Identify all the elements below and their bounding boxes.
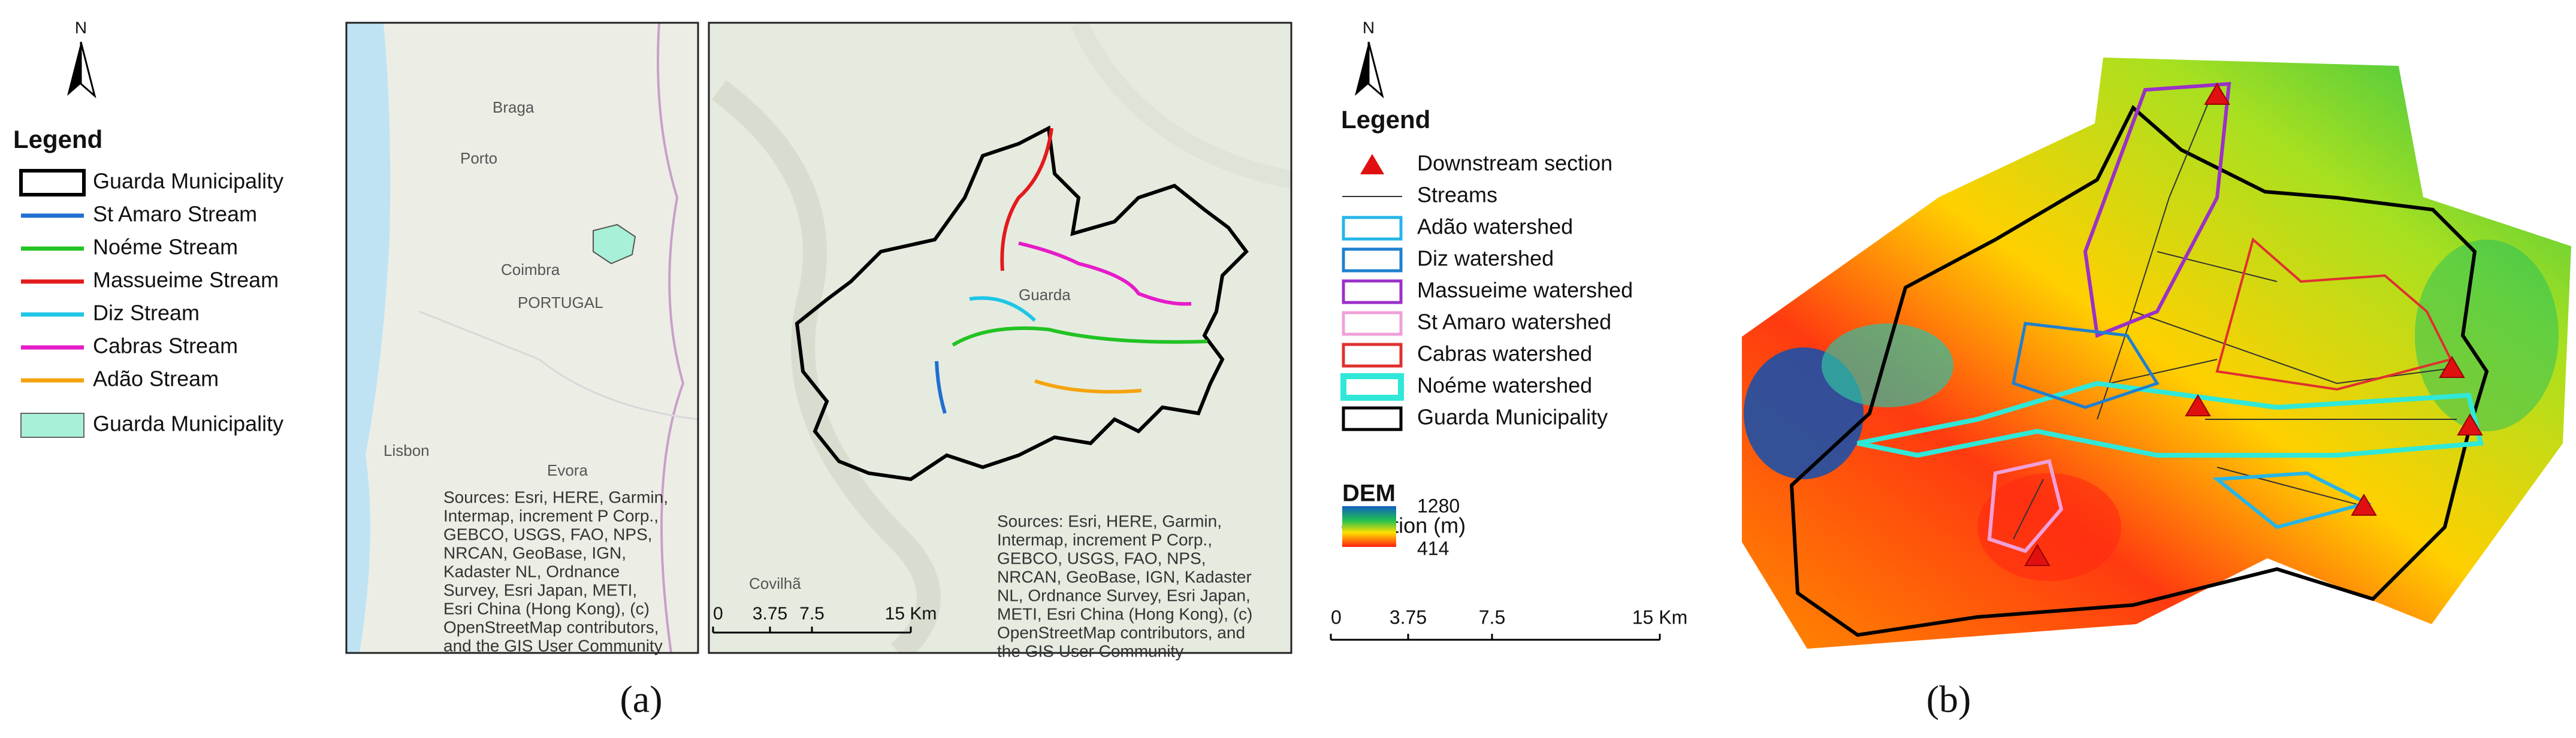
legend-label: Guarda Municipality (93, 169, 283, 193)
attribution: NL, Ordnance Survey, Esri Japan, (997, 586, 1251, 604)
legend-swatch (1342, 216, 1403, 241)
legend-swatch (1360, 154, 1384, 174)
legend-label: St Amaro Stream (93, 202, 257, 226)
legend-title: Legend (13, 125, 102, 153)
place-label: Guarda (1019, 286, 1071, 304)
attribution: Sources: Esri, HERE, Garmin, (997, 512, 1222, 530)
legend-title: Legend (1341, 105, 1430, 134)
legend-label: Guarda Municipality (93, 412, 283, 436)
legend-swatch (1342, 406, 1403, 431)
attribution: NRCAN, GeoBase, IGN, Kadaster (997, 567, 1252, 586)
scale-label: 7.5 (1479, 606, 1505, 628)
attribution: and the GIS User Community (443, 636, 663, 655)
place-label: Braga (493, 98, 534, 116)
legend-label: Streams (1417, 183, 1497, 207)
attribution: NRCAN, GeoBase, IGN, (443, 543, 626, 562)
scale-label: 0 (1331, 606, 1342, 628)
dem-min: 414 (1417, 537, 1449, 559)
map-frame (708, 22, 1292, 654)
legend-label: Massueime Stream (93, 268, 279, 292)
attribution: Survey, Esri Japan, METI, (443, 580, 637, 599)
legend-swatch (20, 413, 84, 438)
legend-label: Cabras watershed (1417, 341, 1592, 366)
legend-label: Guarda Municipality (1417, 405, 1608, 430)
legend-swatch (1342, 343, 1403, 368)
legend-label: Massueime watershed (1417, 278, 1633, 303)
north-arrow (67, 42, 81, 96)
legend-label: Cabras Stream (93, 334, 238, 358)
legend-label: St Amaro watershed (1417, 310, 1611, 334)
legend-swatch (1342, 279, 1403, 304)
place-label: Covilhã (749, 574, 801, 592)
attribution: Intermap, increment P Corp., (443, 506, 659, 525)
place-label: Porto (460, 149, 497, 167)
legend-label: Adão Stream (93, 367, 219, 391)
caption: (a) (620, 678, 662, 721)
place-label: Evora (547, 461, 588, 479)
legend-label: Diz watershed (1417, 246, 1554, 271)
legend-swatch (1342, 311, 1403, 336)
north-arrow (1355, 42, 1369, 96)
north-label: N (75, 18, 87, 37)
attribution: Sources: Esri, HERE, Garmin, (443, 488, 668, 506)
legend-swatch (1342, 247, 1403, 273)
attribution: Kadaster NL, Ordnance (443, 562, 620, 580)
attribution: OpenStreetMap contributors, (443, 618, 659, 636)
place-label: PORTUGAL (518, 294, 603, 311)
overview-map (346, 23, 698, 653)
place-label: Lisbon (383, 441, 430, 459)
attribution: Intermap, increment P Corp., (997, 530, 1212, 549)
dem-ramp (1342, 506, 1396, 547)
attribution: METI, Esri China (Hong Kong), (c) (997, 604, 1252, 623)
scale-label: 3.75 (1390, 606, 1427, 628)
scale-label: 3.75 (753, 604, 787, 624)
scale-label: 0 (713, 604, 723, 624)
caption: (b) (1926, 678, 1971, 721)
scale-label: 7.5 (799, 604, 825, 624)
attribution: GEBCO, USGS, FAO, NPS, (997, 549, 1206, 567)
place-label: Coimbra (501, 261, 560, 279)
attribution: Esri China (Hong Kong), (c) (443, 599, 650, 618)
legend-label: Noéme watershed (1417, 373, 1592, 398)
north-arrow (80, 41, 96, 99)
north-arrow (1367, 41, 1384, 99)
attribution: the GIS User Community (997, 642, 1183, 660)
map-frame (345, 22, 699, 654)
legend-label: Downstream section (1417, 151, 1612, 176)
dem-title: DEM (1342, 480, 1396, 507)
detail-map (709, 23, 1291, 653)
scale-label: 15 Km (1632, 606, 1687, 628)
legend-label: Diz Stream (93, 301, 200, 325)
legend-label: Noéme Stream (93, 235, 238, 259)
scale-label: 15 Km (885, 604, 937, 624)
attribution: OpenStreetMap contributors, and (997, 623, 1245, 642)
legend-swatch (19, 169, 86, 196)
attribution: GEBCO, USGS, FAO, NPS, (443, 525, 653, 543)
dem-map (1742, 58, 2571, 649)
legend-swatch (1340, 373, 1404, 401)
legend-label: Adão watershed (1417, 214, 1573, 239)
dem-max: 1280 (1417, 495, 1460, 516)
north-label: N (1363, 18, 1375, 37)
